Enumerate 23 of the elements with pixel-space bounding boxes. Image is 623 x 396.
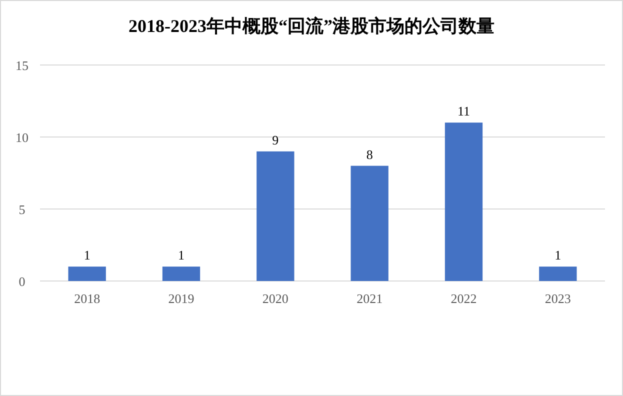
data-label: 8 [366, 146, 373, 162]
bar [444, 122, 483, 281]
y-tick-label: 15 [16, 58, 28, 73]
data-label: 1 [178, 248, 184, 263]
bar [256, 151, 294, 281]
bar [68, 266, 106, 281]
data-label: 1 [84, 248, 90, 263]
x-tick-label: 2022 [450, 291, 477, 306]
bar [539, 266, 577, 281]
x-tick-label: 2018 [74, 291, 100, 306]
bar [162, 266, 200, 281]
y-tick-label: 10 [16, 130, 28, 145]
x-tick-label: 2023 [544, 291, 571, 306]
x-tick-label: 2019 [168, 291, 194, 306]
bar [350, 166, 388, 281]
data-label: 11 [457, 104, 470, 119]
y-tick-label: 0 [18, 274, 26, 289]
data-label: 1 [554, 248, 562, 263]
y-tick-label: 5 [18, 202, 26, 217]
chart-title: 2018-2023年中概股“回流”港股市场的公司数量 [128, 16, 494, 36]
x-tick-label: 2020 [262, 291, 288, 306]
data-label: 9 [272, 132, 279, 148]
x-tick-label: 2021 [356, 291, 383, 306]
